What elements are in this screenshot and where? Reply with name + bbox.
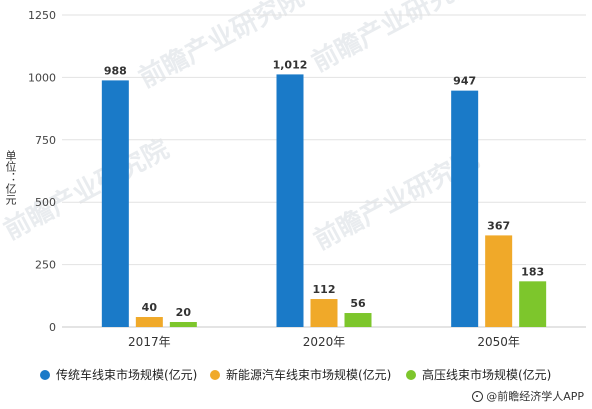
y-tick-label: 1250 <box>28 9 56 22</box>
x-tick-label: 2050年 <box>477 335 520 349</box>
y-tick-label: 500 <box>35 196 56 209</box>
y-axis-label: 单位：亿元 <box>4 150 17 205</box>
data-label: 112 <box>313 283 336 296</box>
watermark-text: 前瞻产业研究院 <box>307 0 482 78</box>
bar <box>344 313 372 327</box>
data-label: 1,012 <box>273 58 308 71</box>
y-tick-label: 750 <box>35 134 56 147</box>
data-label: 183 <box>521 265 544 278</box>
bar <box>135 317 163 327</box>
legend-swatch-traditional <box>40 369 50 380</box>
y-axis-ticks: 0 250 500 750 1000 1250 <box>28 9 56 334</box>
legend: 传统车线束市场规模(亿元) 新能源汽车线束市场规模(亿元) 高压线束市场规模(亿… <box>0 366 592 384</box>
x-tick-label: 2017年 <box>128 335 171 349</box>
legend-label-high-voltage: 高压线束市场规模(亿元) <box>422 368 552 382</box>
data-label: 367 <box>487 219 510 232</box>
bar <box>276 74 304 327</box>
bar <box>451 90 479 327</box>
bars <box>101 74 547 327</box>
data-label: 20 <box>176 306 192 319</box>
data-label: 988 <box>104 64 127 77</box>
bar <box>485 235 513 327</box>
source-logo-icon <box>472 390 484 402</box>
legend-label-new-energy: 新能源汽车线束市场规模(亿元) <box>226 368 392 382</box>
legend-swatch-new-energy <box>210 369 220 380</box>
source-text: @前瞻经济学人APP <box>486 390 584 403</box>
data-label: 56 <box>350 297 366 310</box>
bar <box>169 322 197 327</box>
watermark-text: 前瞻产业研究院 <box>0 133 174 246</box>
data-label: 947 <box>453 75 476 88</box>
data-labels: 988 40 20 1,012 112 56 947 367 183 <box>104 58 544 319</box>
legend-swatch-high-voltage <box>406 369 416 380</box>
x-axis-ticks: 2017年 2020年 2050年 <box>128 335 520 349</box>
y-tick-label: 250 <box>35 259 56 272</box>
legend-label-traditional: 传统车线束市场规模(亿元) <box>56 368 198 382</box>
y-tick-label: 1000 <box>28 71 56 84</box>
legend-item-traditional: 传统车线束市场规模(亿元) <box>40 366 197 383</box>
data-label: 40 <box>142 301 158 314</box>
bar <box>310 299 338 327</box>
source-credit: @前瞻经济学人APP <box>472 388 584 404</box>
x-tick-label: 2020年 <box>303 335 346 349</box>
legend-item-high-voltage: 高压线束市场规模(亿元) <box>406 366 551 383</box>
legend-item-new-energy: 新能源汽车线束市场规模(亿元) <box>210 366 391 383</box>
y-tick-label: 0 <box>49 321 56 334</box>
bar <box>101 80 129 327</box>
bar <box>519 281 547 327</box>
